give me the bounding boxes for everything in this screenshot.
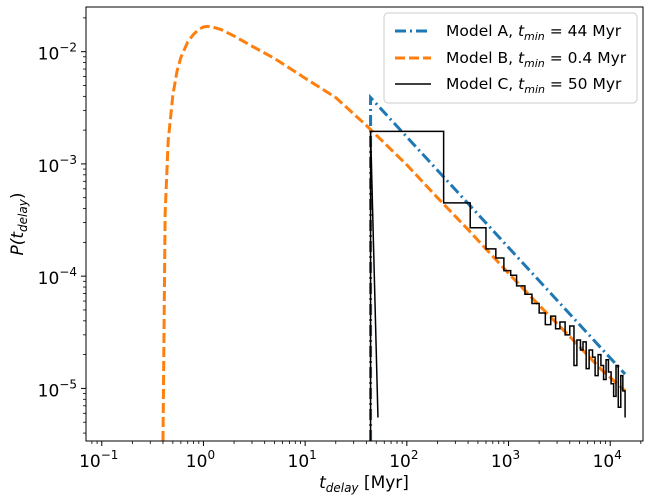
- x-tick-label: 101: [288, 448, 317, 472]
- legend-box: [383, 12, 638, 104]
- series-line-model-c: [369, 130, 626, 441]
- legend: Model A, tmin = 44 Myr Model B, tmin = 0…: [383, 12, 638, 104]
- x-tick-label: 102: [389, 448, 418, 472]
- y-tick-label: 10−5: [38, 377, 77, 401]
- y-tick-label: 10−3: [38, 153, 77, 177]
- y-tick-label: 10−4: [38, 265, 77, 289]
- x-axis-label: tdelay [Myr]: [319, 473, 409, 495]
- legend-label-model-c: Model C, tmin = 50 Myr: [446, 75, 622, 96]
- y-axis-label: P(tdelay): [8, 193, 30, 256]
- series-line-model-c-narrow-spike: [369, 131, 379, 418]
- legend-label-model-b: Model B, tmin = 0.4 Myr: [446, 49, 627, 70]
- x-tick-label: 100: [186, 448, 215, 472]
- series-layer: [161, 24, 627, 441]
- y-ticks: 10−5 10−4 10−3 10−2: [38, 17, 86, 434]
- x-tick-label: 103: [491, 448, 520, 472]
- y-tick-label: 10−2: [38, 41, 77, 65]
- series-line-model-b: [161, 24, 627, 441]
- plot-frame: [85, 6, 644, 442]
- x-tick-label: 104: [593, 448, 622, 472]
- legend-label-model-a: Model A, tmin = 44 Myr: [446, 22, 622, 43]
- x-ticks: 10−1 100 101 102 103 104: [79, 441, 642, 472]
- x-tick-label: 10−1: [79, 448, 118, 472]
